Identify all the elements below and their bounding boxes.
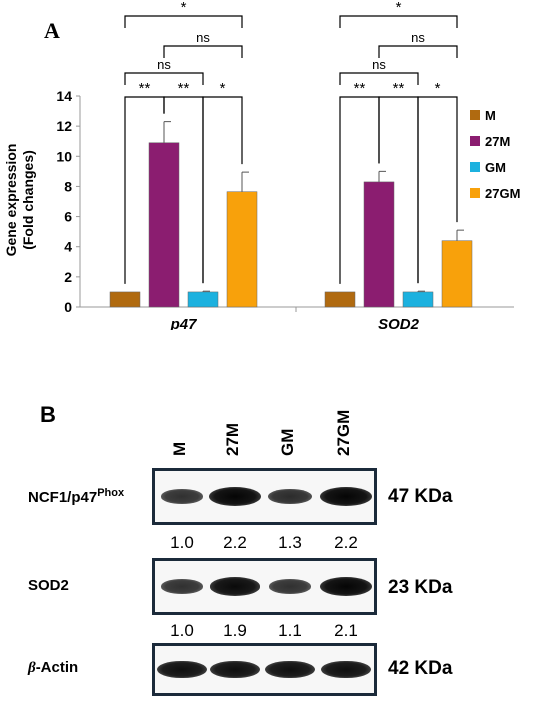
row-kda-1: 47 KDa: [388, 486, 453, 507]
significance-bracket: [163, 45, 243, 58]
significance-label: *: [181, 0, 187, 16]
row-label-superscript: Phox: [97, 487, 125, 499]
category-label-p47: p47: [170, 316, 198, 330]
significance-label: *: [220, 80, 226, 97]
bar-sod2-27gm: [441, 240, 473, 308]
blot-frame-3: [152, 643, 377, 696]
blot-frame-1: [152, 468, 377, 525]
lane-label-27gm: 27GM: [334, 409, 353, 456]
y-axis-label: Gene expression(Fold changes): [3, 144, 36, 257]
bar-sod2-m: [324, 291, 356, 308]
y-tick-label: 2: [64, 269, 72, 285]
row-label-text: NCF1/p47: [28, 489, 98, 506]
density-value: 1.0: [170, 533, 194, 552]
y-tick-label: 14: [56, 88, 72, 104]
significance-bracket: [202, 96, 243, 284]
category-label-sod2: SOD2: [378, 316, 420, 330]
gene-expression-chart: 0 2 4 6 8 10 12 14 Gene expression(Fold changes)…: [3, 0, 520, 330]
row-label-3: β-Actin: [28, 659, 78, 677]
lane-label-m: M: [170, 441, 189, 456]
lane-label-27m: 27M: [223, 422, 242, 456]
legend-label-gm: GM: [485, 160, 506, 175]
y-tick-label: 4: [64, 239, 72, 255]
blot-band: [268, 579, 312, 594]
density-value: 1.9: [223, 621, 247, 640]
y-tick-label: 6: [64, 209, 72, 225]
significance-label: *: [435, 80, 441, 97]
y-tick-label: 8: [64, 178, 72, 194]
bar-p47-m: [109, 291, 141, 308]
bar-p47-27gm: [226, 191, 258, 308]
blot-band: [265, 660, 315, 679]
blot-band: [320, 577, 372, 596]
significance-label: **: [393, 80, 405, 97]
row-label-text: SOD2: [28, 577, 69, 594]
row-label-1: NCF1/p47Phox: [28, 487, 124, 506]
legend-swatch-27m: [470, 136, 480, 146]
significance-label: ns: [157, 57, 171, 72]
legend-swatch-27gm: [470, 188, 480, 198]
blot-band: [160, 489, 204, 504]
y-tick-label: 0: [64, 299, 72, 315]
significance-label: ns: [411, 30, 425, 45]
blot-band: [320, 487, 372, 506]
legend-swatch-gm: [470, 162, 480, 172]
blot-band: [157, 660, 207, 679]
row-label-prefix: β: [28, 660, 36, 676]
blot-band: [268, 489, 312, 504]
significance-bracket: [417, 96, 458, 284]
panel-b-letter: B: [40, 402, 56, 427]
significance-bracket: [378, 45, 458, 58]
significance-label: ns: [196, 30, 210, 45]
density-value: 2.2: [334, 533, 358, 552]
significance-bracket: [124, 72, 204, 85]
significance-bracket: [339, 72, 419, 85]
significance-label: **: [139, 80, 151, 97]
significance-label: ns: [372, 57, 386, 72]
legend-swatch-m: [470, 110, 480, 120]
bar-p47-27m: [148, 142, 180, 308]
blot-band: [210, 660, 260, 679]
legend-label-27gm: 27GM: [485, 186, 520, 201]
significance-bracket: [339, 15, 458, 28]
row-label-2: SOD2: [28, 577, 69, 594]
y-tick-label: 10: [56, 148, 72, 164]
blot-band: [209, 577, 261, 596]
density-value: 1.0: [170, 621, 194, 640]
density-value: 1.3: [278, 533, 302, 552]
y-tick-label: 12: [56, 118, 72, 134]
significance-label: **: [178, 80, 190, 97]
legend-label-m: M: [485, 108, 496, 123]
row-label-text: -Actin: [35, 659, 79, 676]
significance-label: **: [354, 80, 366, 97]
bar-sod2-27m: [363, 181, 395, 308]
density-value: 2.2: [223, 533, 247, 552]
density-value: 1.1: [278, 621, 302, 640]
panel-a-letter: A: [44, 18, 60, 43]
significance-bracket: [124, 15, 243, 28]
blot-band: [209, 487, 261, 506]
density-value: 2.1: [334, 621, 358, 640]
lane-label-gm: GM: [278, 428, 297, 456]
blot-band: [321, 660, 371, 679]
row-kda-2: 23 KDa: [388, 577, 453, 598]
significance-label: *: [396, 0, 402, 16]
blot-frame-2: [152, 558, 377, 615]
legend-label-27m: 27M: [485, 134, 510, 149]
row-kda-3: 42 KDa: [388, 658, 453, 679]
blot-band: [160, 579, 204, 594]
